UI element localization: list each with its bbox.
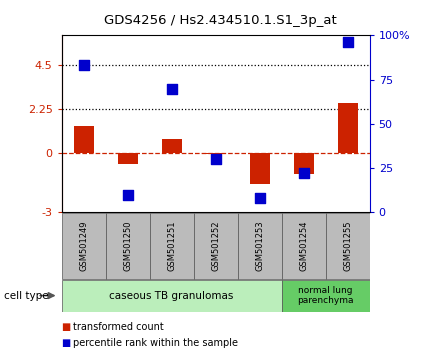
FancyBboxPatch shape — [62, 280, 282, 312]
Text: GSM501251: GSM501251 — [167, 221, 176, 271]
FancyBboxPatch shape — [106, 213, 150, 279]
Text: GSM501252: GSM501252 — [211, 221, 220, 271]
Text: percentile rank within the sample: percentile rank within the sample — [73, 338, 238, 348]
Point — [168, 86, 175, 91]
FancyBboxPatch shape — [194, 213, 238, 279]
FancyBboxPatch shape — [238, 213, 282, 279]
FancyBboxPatch shape — [326, 213, 370, 279]
Text: GSM501250: GSM501250 — [123, 221, 132, 271]
Text: GDS4256 / Hs2.434510.1.S1_3p_at: GDS4256 / Hs2.434510.1.S1_3p_at — [104, 14, 336, 27]
Point — [212, 156, 219, 162]
Bar — [338, 103, 358, 153]
Text: normal lung
parenchyma: normal lung parenchyma — [297, 286, 354, 305]
Point — [80, 63, 87, 68]
Point — [124, 192, 131, 198]
Bar — [294, 153, 314, 174]
Text: ■: ■ — [62, 322, 71, 332]
Text: caseous TB granulomas: caseous TB granulomas — [110, 291, 234, 301]
Bar — [74, 126, 94, 153]
Point — [256, 195, 263, 201]
Bar — [162, 139, 182, 153]
FancyBboxPatch shape — [282, 213, 326, 279]
Text: cell type: cell type — [4, 291, 49, 301]
Bar — [206, 153, 226, 154]
Point — [344, 40, 351, 45]
FancyBboxPatch shape — [282, 280, 370, 312]
Bar — [118, 153, 138, 164]
Text: ■: ■ — [62, 338, 71, 348]
Point — [300, 171, 307, 176]
Text: GSM501255: GSM501255 — [343, 221, 352, 271]
Text: GSM501253: GSM501253 — [255, 221, 264, 272]
Text: transformed count: transformed count — [73, 322, 163, 332]
Bar — [250, 153, 269, 184]
Text: GSM501254: GSM501254 — [299, 221, 308, 271]
Text: GSM501249: GSM501249 — [79, 221, 88, 271]
FancyBboxPatch shape — [150, 213, 194, 279]
FancyBboxPatch shape — [62, 213, 106, 279]
